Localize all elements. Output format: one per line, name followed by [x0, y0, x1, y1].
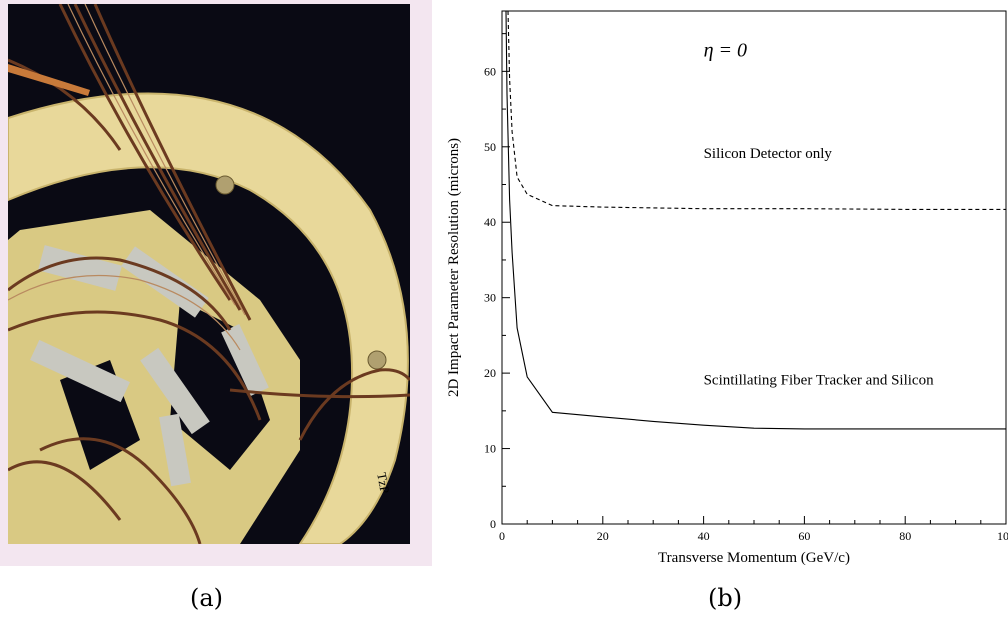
- sensor-module: [140, 347, 210, 435]
- caption-b: (b): [708, 584, 743, 612]
- y-tick-label: 0: [490, 517, 496, 531]
- copper-strip: [8, 64, 90, 96]
- x-axis: 0 20 40 60 80 100: [499, 516, 1008, 543]
- x-axis-label: Transverse Momentum (GeV/c): [658, 550, 850, 566]
- bolt: [215, 175, 235, 195]
- fiber-tracker-label: Scintillating Fiber Tracker and Silicon: [704, 372, 934, 388]
- x-tick-label: 60: [798, 529, 810, 543]
- y-tick-label: 40: [484, 215, 496, 229]
- cable-bundle: [8, 4, 410, 544]
- chart-svg: 0 10 20 30 40 50 60 0 20 40 60 80 100 Silicon Detec…: [446, 10, 1008, 566]
- y-tick-label: 50: [484, 140, 496, 154]
- resolution-chart: 0 10 20 30 40 50 60 0 20 40 60 80 100 Silicon Detec…: [440, 0, 1008, 575]
- series-layer: [505, 10, 1006, 430]
- sensor-module: [37, 245, 123, 291]
- x-tick-label: 100: [997, 529, 1008, 543]
- label-layer: Silicon Detector only Scintillating Fiber…: [704, 146, 934, 388]
- silicon-only-curve: [507, 10, 1006, 210]
- silicon-only-label: Silicon Detector only: [704, 146, 833, 162]
- support-ring: [8, 92, 409, 544]
- x-tick-label: 0: [499, 529, 505, 543]
- y-tick-label: 30: [484, 291, 496, 305]
- detector-photo: TzP: [0, 0, 432, 566]
- handwriting: TzP: [374, 471, 392, 494]
- bolt: [367, 350, 387, 370]
- y-axis-label: 2D Impact Parameter Resolution (microns): [446, 138, 462, 397]
- eta-annotation: η = 0: [704, 39, 747, 61]
- y-axis: 0 10 20 30 40 50 60: [484, 33, 510, 531]
- sensor-module: [159, 413, 191, 487]
- cable-highlights: [8, 4, 246, 351]
- x-tick-label: 20: [597, 529, 609, 543]
- fiber-and-silicon-curve: [505, 10, 1006, 430]
- x-tick-label: 80: [899, 529, 911, 543]
- detector-photo-image: TzP: [0, 0, 432, 566]
- y-tick-label: 20: [484, 366, 496, 380]
- sensor-module: [30, 339, 130, 403]
- plot-frame: [501, 10, 1007, 525]
- y-tick-label: 10: [484, 442, 496, 456]
- x-tick-label: 40: [698, 529, 710, 543]
- sensor-module: [221, 324, 269, 396]
- caption-a: (a): [190, 584, 224, 612]
- y-tick-label: 60: [484, 64, 496, 78]
